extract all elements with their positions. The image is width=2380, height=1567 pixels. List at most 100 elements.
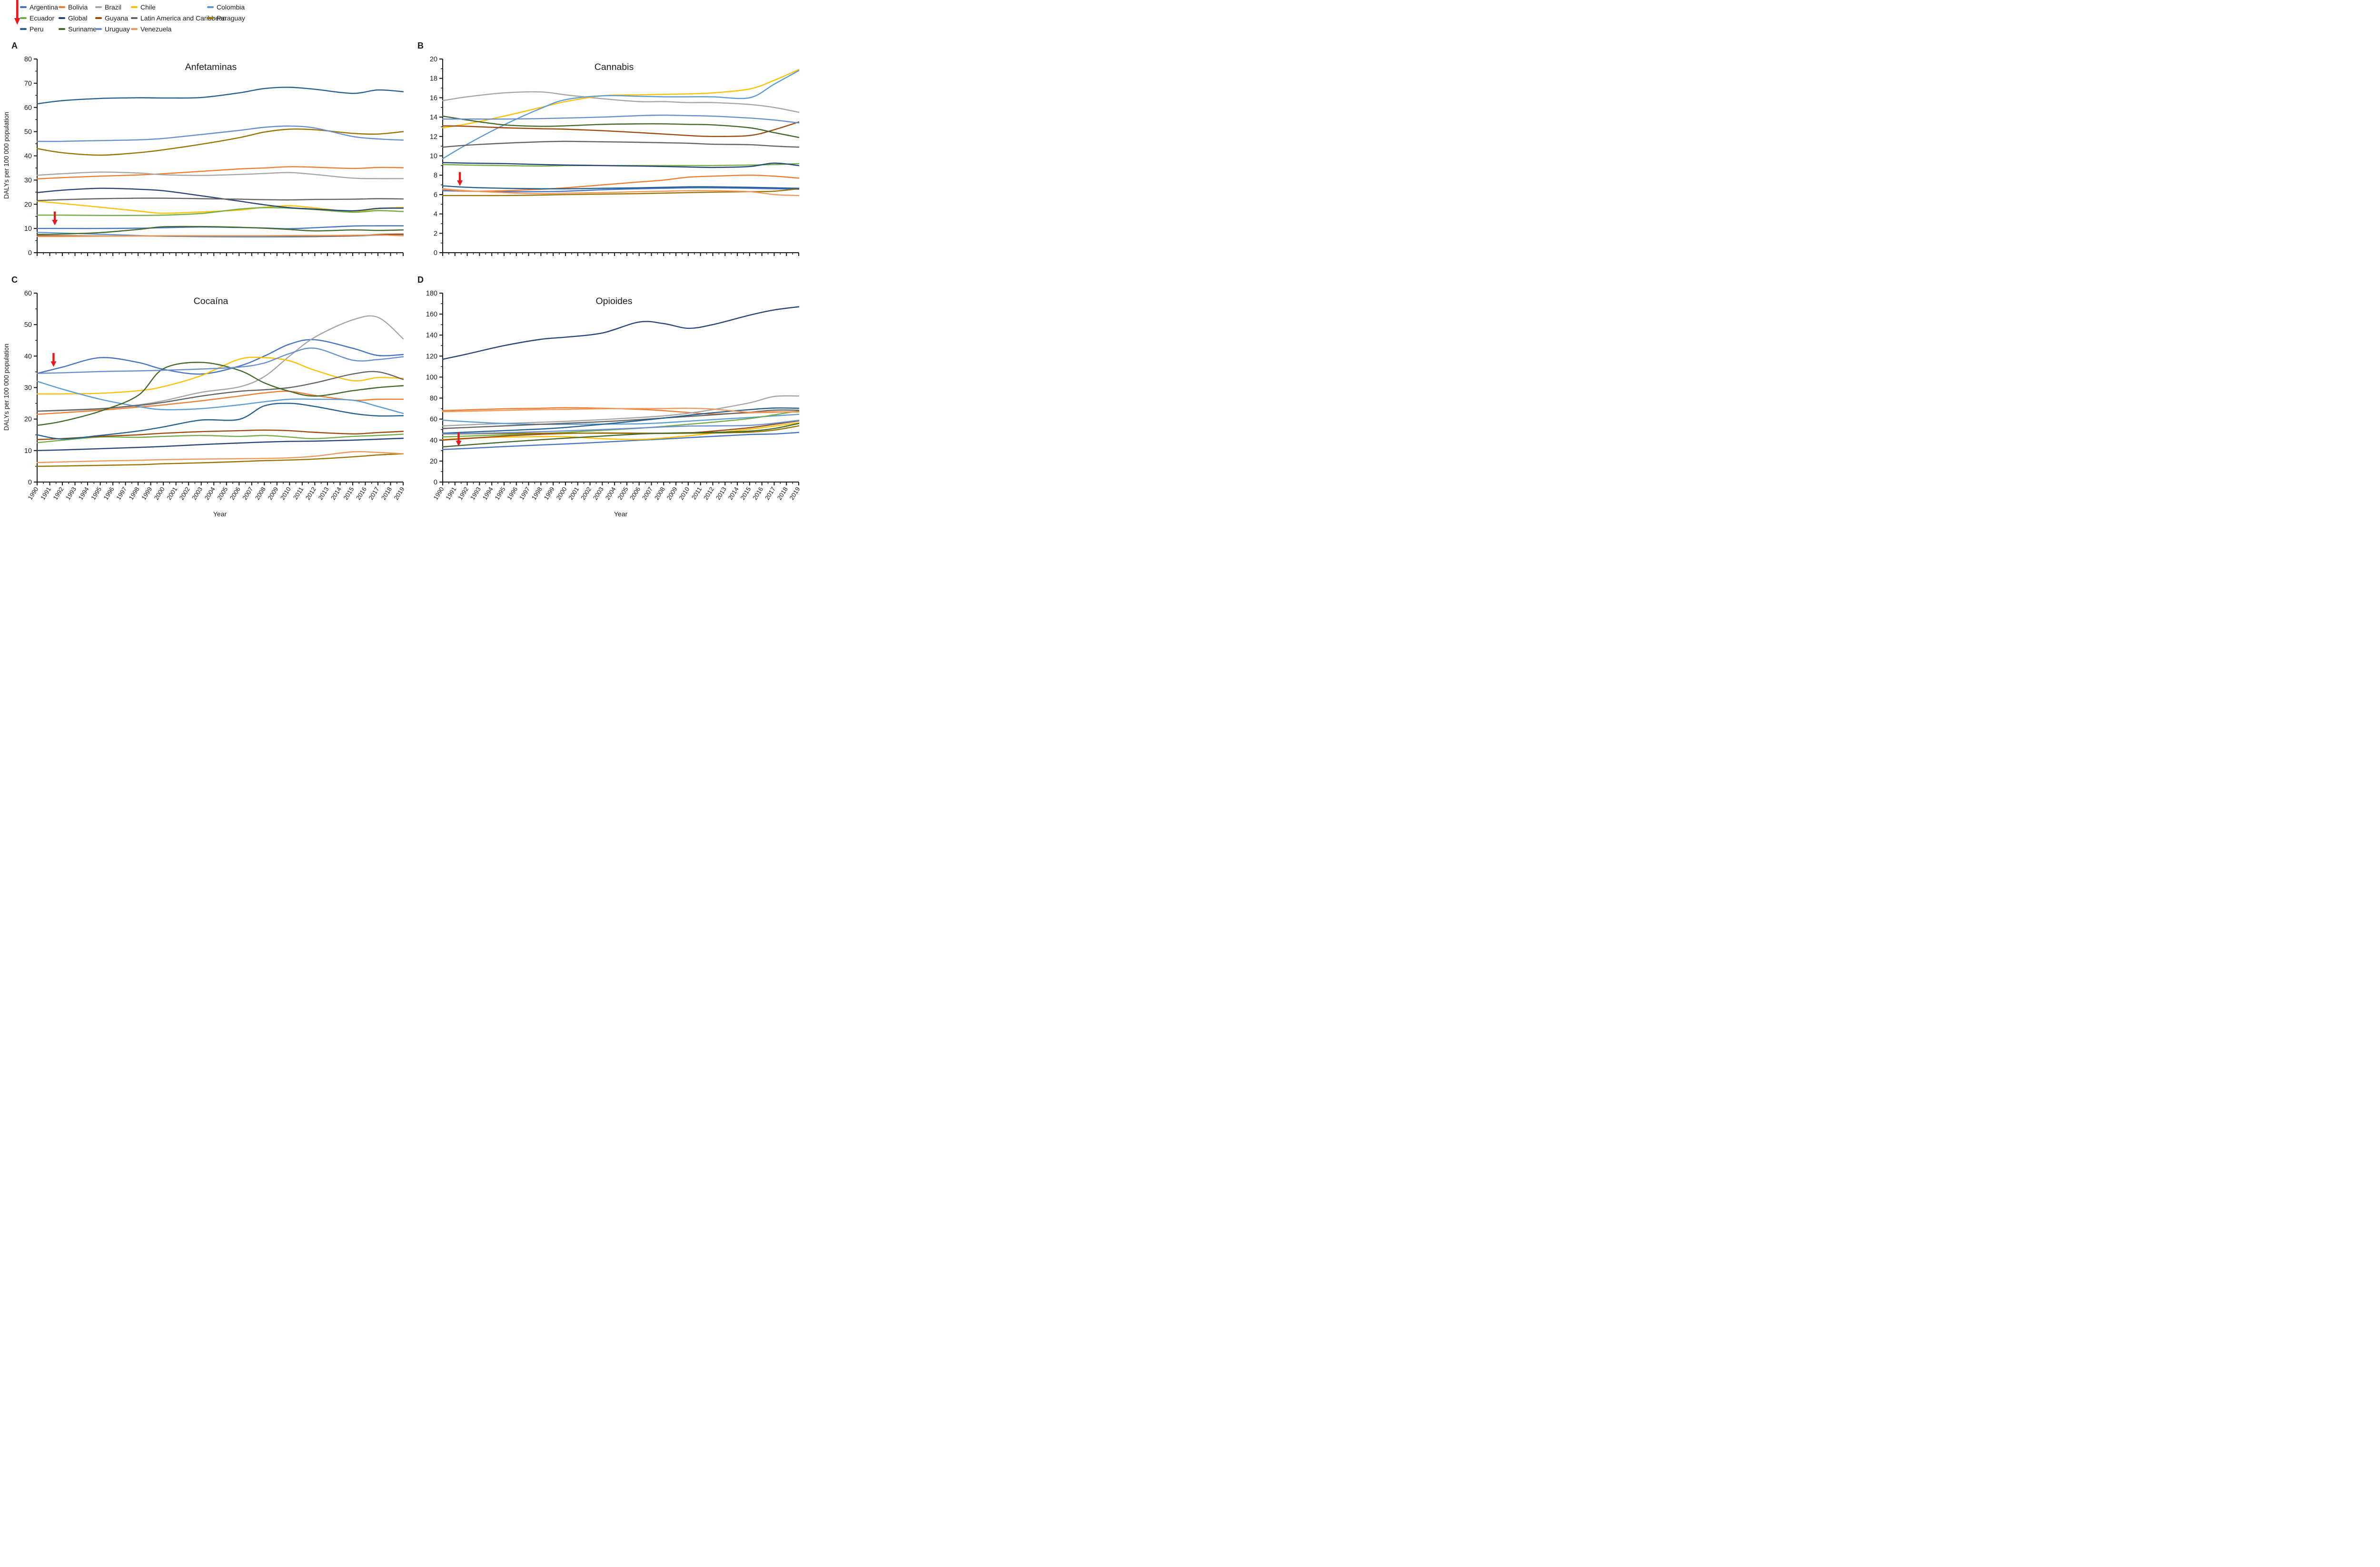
x-tick-label: 2007 [641, 486, 654, 501]
line-c-colombia [36, 381, 404, 414]
legend-item-paraguay: Paraguay [207, 14, 245, 22]
legend-label: Colombia [217, 3, 245, 11]
x-tick-label: 2008 [254, 486, 267, 501]
line-a-global [36, 187, 404, 212]
legend-item-guyana: Guyana [95, 14, 128, 22]
panel-title-cannabis: Cannabis [594, 62, 634, 72]
y-tick-label: 4 [434, 211, 437, 218]
line-d-peru [442, 407, 800, 434]
line-b-peru [442, 185, 800, 190]
y-tick-label: 0 [434, 479, 437, 486]
x-tick-label: 2017 [764, 486, 777, 501]
y-tick-label: 6 [434, 191, 437, 199]
legend-item-brazil: Brazil [95, 3, 121, 11]
y-tick-label: 0 [434, 249, 437, 257]
y-tick-label: 10 [430, 153, 437, 160]
line-a-paraguay [36, 128, 404, 156]
panel-a: 0 10 20 30 40 50 60 70 80 [24, 56, 404, 257]
legend-swatch-colombia [207, 6, 214, 8]
line-a-peru [36, 87, 404, 105]
panel-d: 0 20 40 60 80 100 120 140 160 180 1990199119921993… [426, 290, 800, 501]
legend-swatch-latin-america-and-caribbean [131, 17, 138, 19]
y-tick-label: 2 [434, 230, 437, 237]
annotation-arrow-d [456, 432, 462, 446]
legend-swatch-global [59, 17, 65, 19]
y-tick-label: 160 [426, 311, 437, 318]
y-tick-label: 50 [24, 321, 32, 329]
x-tick-label: 1992 [456, 486, 470, 501]
legend-label: Global [68, 14, 88, 22]
legend-label: Ecuador [30, 14, 55, 22]
legend-label: Guyana [105, 14, 129, 22]
line-c-uruguay [36, 347, 404, 374]
x-tick-label: 2019 [788, 486, 800, 501]
arrow-stem [458, 172, 461, 181]
line-b-colombia [442, 70, 800, 159]
x-tick-label: 2005 [616, 486, 629, 501]
panel-letter-c: C [11, 275, 18, 285]
line-c-latin-america-and-caribbean [36, 371, 404, 412]
y-tick-label: 40 [24, 353, 32, 360]
x-tick-label: 2001 [567, 486, 580, 501]
y-tick-label: 30 [24, 177, 32, 184]
panel-letter-a: A [11, 41, 18, 50]
arrow-head [50, 361, 57, 367]
line-c-paraguay [36, 453, 404, 467]
axis-lines [442, 293, 799, 483]
legend-swatch-paraguay [207, 17, 214, 19]
panel-letter-d: D [417, 275, 424, 285]
x-tick-label: 1999 [543, 486, 556, 501]
legend-swatch-suriname [59, 28, 65, 30]
line-c-venezuela [36, 451, 404, 463]
x-tick-label: 1990 [432, 486, 445, 501]
legend-item-uruguay: Uruguay [95, 25, 130, 33]
x-tick-label: 2013 [714, 486, 728, 501]
x-tick-label: 1994 [481, 486, 495, 501]
x-tick-label: 1991 [39, 486, 52, 501]
arrow-stem [16, 0, 19, 18]
x-tick-label: 1995 [493, 486, 506, 501]
legend-label: Uruguay [105, 25, 130, 33]
charts-canvas: 0102030405060708002468101214161820010203… [14, 0, 800, 501]
line-a-latin-america-and-caribbean [36, 197, 404, 201]
arrow-head [456, 441, 462, 446]
x-tick-label: 2008 [653, 486, 666, 501]
annotation-arrow-a [52, 211, 58, 226]
y-tick-label: 18 [430, 75, 437, 83]
x-tick-label: 2009 [266, 486, 279, 501]
line-a-venezuela [36, 234, 404, 237]
arrow-head [457, 180, 463, 186]
y-axis-label-bottom: DALYs per 100 000 population [3, 344, 10, 431]
line-d-colombia [442, 414, 800, 425]
panel-title-cocaina: Cocaína [193, 296, 228, 306]
legend-swatch-guyana [95, 17, 102, 19]
line-c-bolivia [36, 391, 404, 415]
panel-b: 0 2 4 6 8 10 12 14 16 18 20 [430, 56, 800, 257]
y-tick-label: 120 [426, 353, 437, 360]
line-c-argentina [36, 339, 404, 375]
x-tick-label: 2018 [380, 486, 393, 501]
x-tick-label: 2002 [178, 486, 191, 501]
line-c-global [36, 437, 404, 451]
y-tick-label: 14 [430, 114, 437, 121]
x-axis-title-c: Year [213, 510, 227, 518]
x-tick-label: 2015 [342, 486, 355, 501]
x-tick-label: 1998 [128, 486, 141, 501]
line-d-global [442, 306, 800, 360]
legend-label: Bolivia [68, 3, 88, 11]
x-tick-label: 1995 [89, 486, 103, 501]
y-axis-label-top: DALYs per 100 000 population [3, 112, 10, 199]
legend-label: Peru [30, 25, 44, 33]
line-a-suriname [36, 226, 404, 235]
axis-lines [442, 59, 799, 253]
x-tick-label: 2002 [579, 486, 593, 501]
annotation-arrow-b [457, 172, 463, 186]
y-tick-label: 20 [430, 458, 437, 465]
y-tick-label: 30 [24, 384, 32, 392]
line-b-argentina [442, 187, 800, 193]
y-tick-label: 0 [28, 479, 32, 486]
arrow-stem [457, 432, 460, 441]
x-tick-label: 2014 [329, 486, 343, 501]
legend-item-suriname: Suriname [59, 25, 97, 33]
legend-arrow-key [14, 0, 20, 25]
